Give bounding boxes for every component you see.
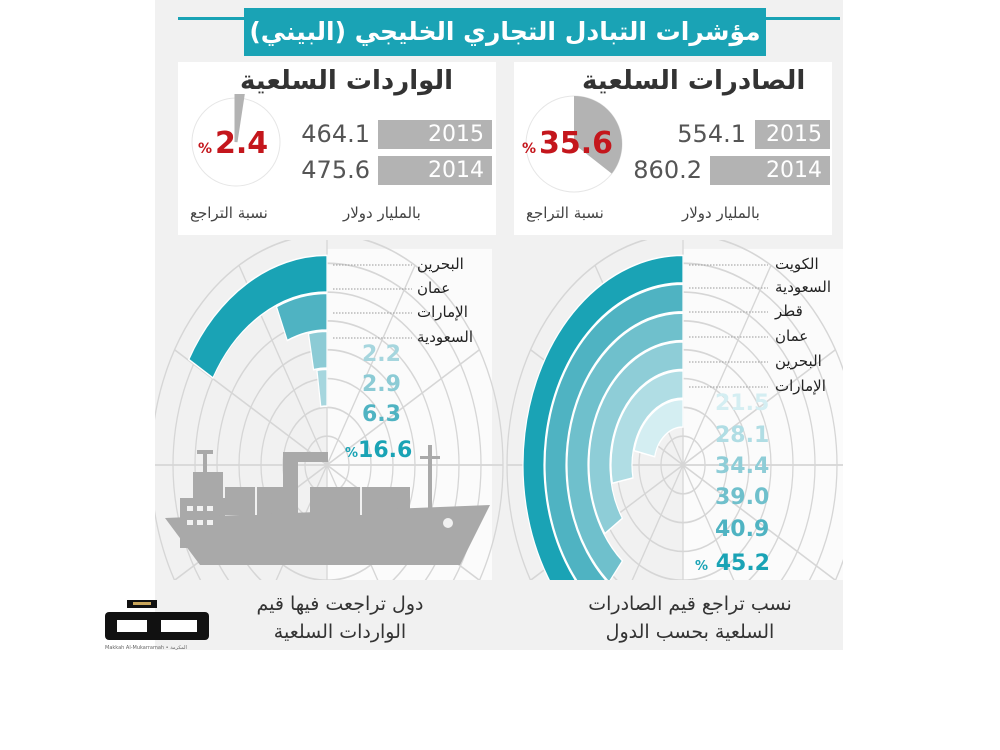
exports-value-label: % 45.2 [695,551,770,576]
imports-panel: الواردات السلعية 2015 464.1 2014 475.6 %… [178,62,496,235]
exports-value-label: 21.5 [715,391,770,416]
exports-value-2014: 860.2 [633,156,702,184]
grid-spoke [326,264,416,466]
imports-band-4 [316,368,328,408]
imports-value-label: 6.3 [362,402,401,427]
caption-line: السلعية بحسب الدول [605,621,775,643]
imports-decline-pie [191,94,281,187]
imports-value-number: 16.6 [358,438,413,463]
exports-country-label: الكويت [775,255,819,273]
exports-radial-chart [506,240,843,580]
caption-line: نسب تراجع قيم الصادرات [588,593,792,615]
imports-country-label: السعودية [417,328,474,346]
exports-value-label: 34.4 [715,454,770,479]
exports-country-label: عمان [775,327,809,345]
page-title: مؤشرات التبادل التجاري الخليجي (البيني) [244,8,766,56]
exports-decline-value: % 35.6 [522,126,613,161]
exports-band-1 [522,254,684,580]
exports-bar-2014: 2014 [710,156,830,185]
exports-title: الصادرات السلعية [582,66,806,96]
percent-sign: % [522,141,537,157]
grid-spoke [682,464,735,580]
exports-band-6 [633,398,684,458]
exports-decline-pie [525,95,623,193]
imports-country-label: عمان [417,279,451,297]
imports-decline-value: % 2.4 [198,126,268,161]
exports-value-2015: 554.1 [677,120,746,148]
grid-spoke [682,264,772,466]
percent-sign: % [345,446,359,461]
imports-bar-2014: 2014 [378,156,492,185]
grid-spoke [682,348,836,466]
exports-panel: الصادرات السلعية 2015 554.1 2014 860.2 %… [514,62,832,235]
infographic: مؤشرات التبادل التجاري الخليجي (البيني) … [155,0,843,650]
grid-spoke [631,464,684,580]
grid-spoke [682,464,836,580]
exports-bar-2015: 2015 [755,120,830,149]
exports-unit-label: بالمليار دولار [682,204,760,222]
exports-band-4 [588,341,684,535]
exports-value-label: 40.9 [715,517,770,542]
imports-pie-slice [234,94,245,143]
percent-sign: % [695,559,709,574]
exports-value-label: 28.1 [715,423,770,448]
imports-value-label: %16.6 [345,438,412,463]
imports-caption: دول تراجعت فيها قيم الواردات السلعية [215,590,465,646]
exports-country-label: السعودية [775,278,832,296]
exports-decline-number: 35.6 [539,126,614,161]
imports-decline-label: نسبة التراجع [190,204,268,222]
caption-line: الواردات السلعية [273,621,407,643]
logo-mark: Makkah Al-Mukarramah • المكرمة [105,600,209,651]
imports-unit-label: بالمليار دولار [343,204,421,222]
imports-bar-2015: 2015 [378,120,492,149]
caption-line: دول تراجعت فيها قيم [256,593,424,615]
imports-country-label: الإمارات [417,303,468,321]
radial-charts [155,240,843,580]
exports-value-label: 39.0 [715,485,770,510]
exports-pie-slice [574,96,622,174]
imports-country-label: البحرين [417,255,464,273]
exports-country-label: قطر [775,302,803,320]
imports-title: الواردات السلعية [240,66,454,96]
imports-band-2 [275,292,328,342]
exports-country-label: الإمارات [775,377,826,395]
grid-spoke [326,348,480,466]
imports-band-1 [187,254,328,379]
exports-caption: نسب تراجع قيم الصادرات السلعية بحسب الدول [555,590,825,646]
exports-band-5 [610,369,684,485]
exports-decline-label: نسبة التراجع [526,204,604,222]
grid-spoke [174,348,328,466]
svg-text:Makkah Al-Mukarramah • المكرمة: Makkah Al-Mukarramah • المكرمة [105,645,187,651]
ship-illustration [165,445,490,565]
exports-country-label: البحرين [775,352,822,370]
percent-sign: % [198,141,213,157]
imports-value-2014: 475.6 [301,156,370,184]
imports-value-label: 2.9 [362,372,401,397]
makkah-logo: Makkah Al-Mukarramah • المكرمة [103,592,211,652]
exports-band-3 [566,312,684,580]
imports-value-2015: 464.1 [301,120,370,148]
imports-decline-number: 2.4 [215,126,269,161]
exports-value-number: 45.2 [715,551,770,576]
imports-band-3 [307,330,328,371]
imports-value-label: 2.2 [362,342,401,367]
exports-band-2 [544,283,684,580]
